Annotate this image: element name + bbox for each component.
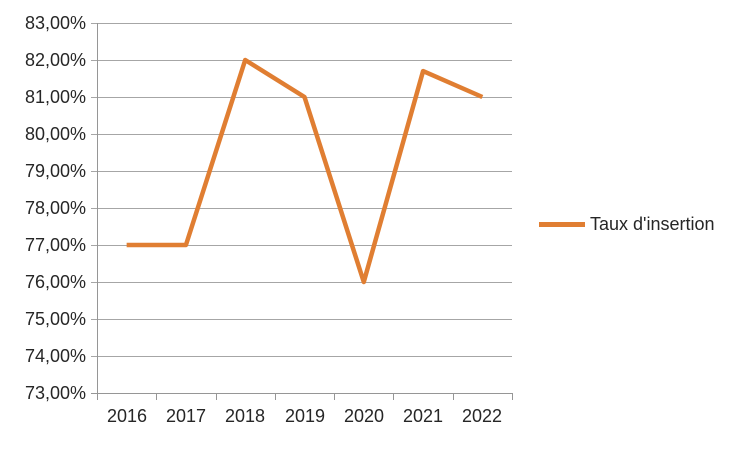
y-axis-label: 78,00% — [24, 198, 86, 218]
x-axis-label: 2016 — [106, 406, 148, 426]
x-axis-label: 2019 — [284, 406, 326, 426]
y-axis-label: 82,00% — [24, 50, 86, 70]
y-axis-label: 79,00% — [24, 161, 86, 181]
x-axis-label: 2017 — [165, 406, 207, 426]
x-axis-label: 2022 — [461, 406, 503, 426]
y-axis-label: 77,00% — [24, 235, 86, 255]
y-axis-label: 74,00% — [24, 346, 86, 366]
legend: Taux d'insertion — [539, 213, 715, 235]
y-axis-label: 81,00% — [24, 87, 86, 107]
y-axis-label: 76,00% — [24, 272, 86, 292]
y-axis-label: 83,00% — [24, 13, 86, 33]
legend-label: Taux d'insertion — [590, 213, 715, 234]
x-axis-label: 2020 — [343, 406, 385, 426]
x-axis-label: 2018 — [224, 406, 266, 426]
series-line-taux-insertion — [126, 57, 484, 285]
y-axis-label: 80,00% — [24, 124, 86, 144]
y-axis-label: 73,00% — [24, 383, 86, 403]
legend-line-swatch — [539, 221, 585, 227]
y-axis-label: 75,00% — [24, 309, 86, 329]
x-axis-label: 2021 — [402, 406, 444, 426]
